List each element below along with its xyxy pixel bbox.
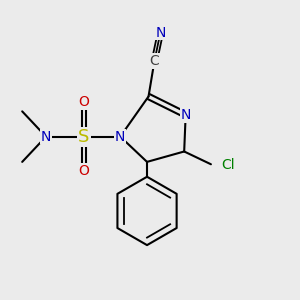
Text: Cl: Cl: [221, 158, 235, 172]
Text: O: O: [79, 95, 89, 110]
Text: N: N: [115, 130, 125, 144]
Text: C: C: [150, 54, 159, 68]
Text: N: N: [155, 26, 166, 40]
Text: O: O: [79, 164, 89, 178]
Text: N: N: [181, 108, 191, 122]
Text: N: N: [41, 130, 51, 144]
Text: S: S: [78, 128, 90, 146]
